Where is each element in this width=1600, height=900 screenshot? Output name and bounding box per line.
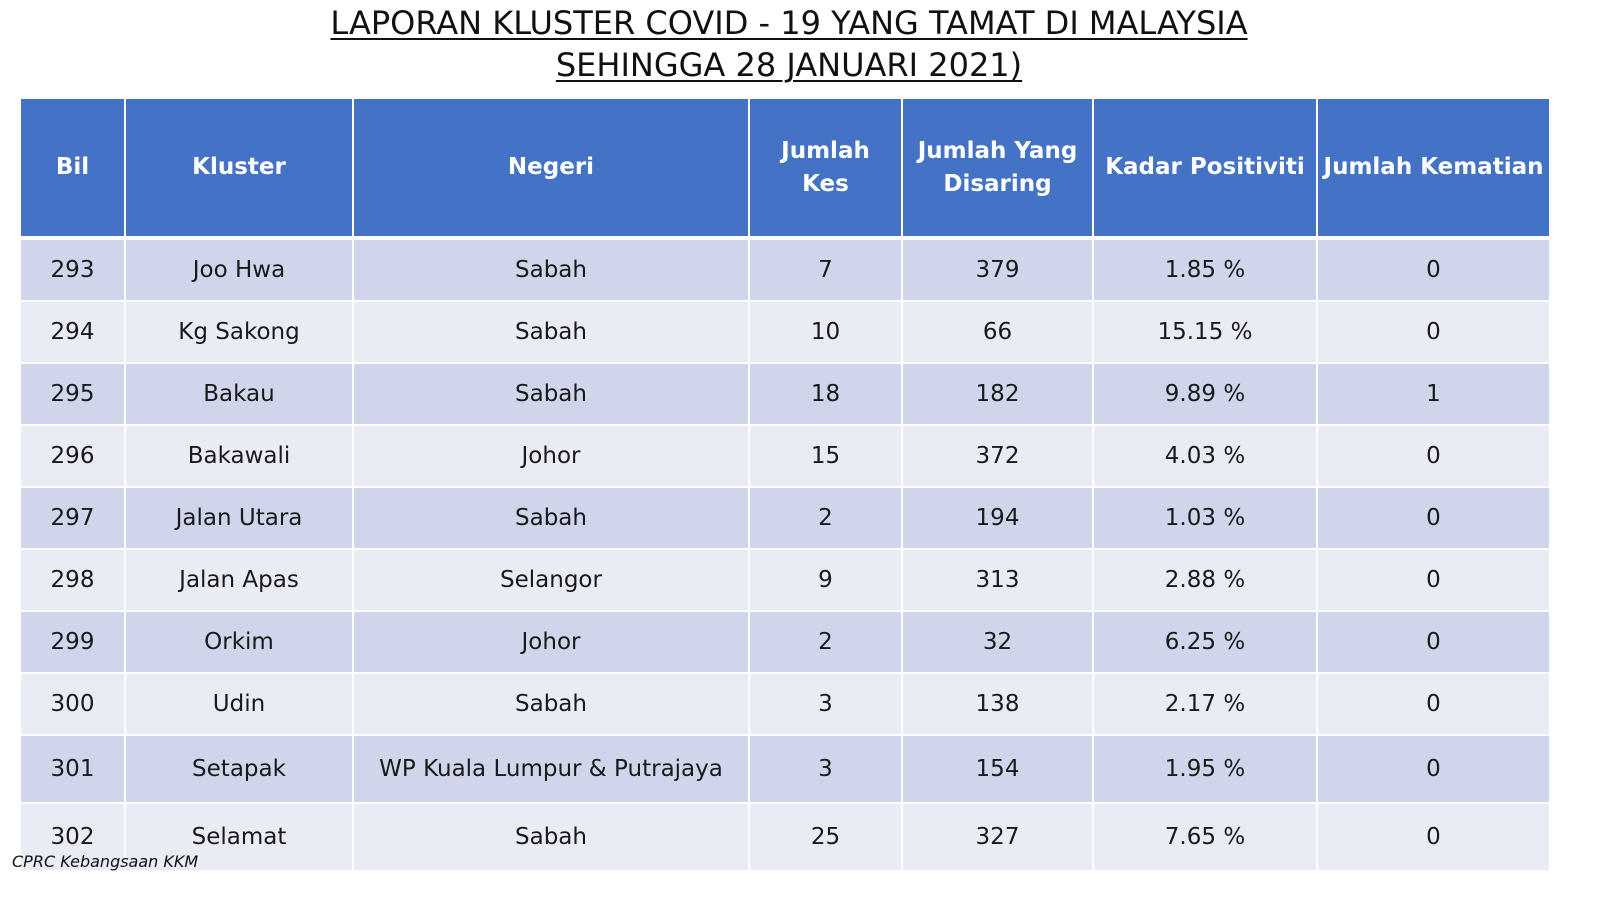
cell-kadar-positiviti: 1.03 % xyxy=(1094,488,1318,550)
cell-jumlah-kematian: 0 xyxy=(1318,612,1549,674)
table-body: 293 Joo Hwa Sabah 7 379 1.85 % 0 294 Kg … xyxy=(21,240,1549,872)
cell-kluster: Kg Sakong xyxy=(126,302,354,364)
cell-jumlah-disaring: 194 xyxy=(903,488,1094,550)
cell-bil: 297 xyxy=(21,488,126,550)
cell-bil: 302 xyxy=(21,804,126,872)
table-row: 301 Setapak WP Kuala Lumpur & Putrajaya … xyxy=(21,736,1549,804)
table-row: 296 Bakawali Johor 15 372 4.03 % 0 xyxy=(21,426,1549,488)
cell-jumlah-kes: 3 xyxy=(750,674,903,736)
cell-jumlah-kes: 18 xyxy=(750,364,903,426)
table-row: 298 Jalan Apas Selangor 9 313 2.88 % 0 xyxy=(21,550,1549,612)
cell-jumlah-kes: 2 xyxy=(750,488,903,550)
table-row: 294 Kg Sakong Sabah 10 66 15.15 % 0 xyxy=(21,302,1549,364)
cell-jumlah-disaring: 327 xyxy=(903,804,1094,872)
cell-jumlah-kematian: 0 xyxy=(1318,302,1549,364)
cell-kadar-positiviti: 7.65 % xyxy=(1094,804,1318,872)
cell-jumlah-kes: 9 xyxy=(750,550,903,612)
cell-kadar-positiviti: 2.88 % xyxy=(1094,550,1318,612)
cell-jumlah-disaring: 372 xyxy=(903,426,1094,488)
cell-bil: 299 xyxy=(21,612,126,674)
cell-kluster: Udin xyxy=(126,674,354,736)
cell-bil: 298 xyxy=(21,550,126,612)
cell-negeri: Sabah xyxy=(354,674,750,736)
cell-jumlah-kes: 25 xyxy=(750,804,903,872)
cell-negeri: Sabah xyxy=(354,302,750,364)
report-title-line2: SEHINGGA 28 JANUARI 2021) xyxy=(555,46,1023,84)
cell-jumlah-kematian: 0 xyxy=(1318,240,1549,302)
cell-kluster: Orkim xyxy=(126,612,354,674)
cell-jumlah-disaring: 66 xyxy=(903,302,1094,364)
report-title: LAPORAN KLUSTER COVID - 19 YANG TAMAT DI… xyxy=(0,2,1578,86)
cell-jumlah-kes: 3 xyxy=(750,736,903,804)
cell-jumlah-kes: 2 xyxy=(750,612,903,674)
cell-kluster: Setapak xyxy=(126,736,354,804)
table-row: 300 Udin Sabah 3 138 2.17 % 0 xyxy=(21,674,1549,736)
cell-jumlah-kematian: 0 xyxy=(1318,736,1549,804)
header-row: Bil Kluster Negeri Jumlah Kes Jumlah Yan… xyxy=(21,99,1549,240)
cell-jumlah-kematian: 0 xyxy=(1318,674,1549,736)
source-note: CPRC Kebangsaan KKM xyxy=(12,852,199,871)
cell-kadar-positiviti: 6.25 % xyxy=(1094,612,1318,674)
table-header: Bil Kluster Negeri Jumlah Kes Jumlah Yan… xyxy=(21,99,1549,240)
cell-bil: 294 xyxy=(21,302,126,364)
cluster-table: Bil Kluster Negeri Jumlah Kes Jumlah Yan… xyxy=(21,99,1549,872)
cell-kadar-positiviti: 15.15 % xyxy=(1094,302,1318,364)
cell-kluster: Selamat xyxy=(126,804,354,872)
cell-jumlah-disaring: 313 xyxy=(903,550,1094,612)
cell-negeri: Selangor xyxy=(354,550,750,612)
column-header-bil: Bil xyxy=(21,99,126,240)
cell-jumlah-kes: 15 xyxy=(750,426,903,488)
cell-kadar-positiviti: 2.17 % xyxy=(1094,674,1318,736)
cell-negeri: Johor xyxy=(354,426,750,488)
cell-negeri: WP Kuala Lumpur & Putrajaya xyxy=(354,736,750,804)
cell-kadar-positiviti: 1.85 % xyxy=(1094,240,1318,302)
table-row: 299 Orkim Johor 2 32 6.25 % 0 xyxy=(21,612,1549,674)
table-row: 302 Selamat Sabah 25 327 7.65 % 0 xyxy=(21,804,1549,872)
cell-kluster: Jalan Utara xyxy=(126,488,354,550)
cell-negeri: Sabah xyxy=(354,364,750,426)
cell-kadar-positiviti: 1.95 % xyxy=(1094,736,1318,804)
cell-bil: 300 xyxy=(21,674,126,736)
table-row: 297 Jalan Utara Sabah 2 194 1.03 % 0 xyxy=(21,488,1549,550)
cell-kluster: Bakawali xyxy=(126,426,354,488)
column-header-jumlah-disaring: Jumlah Yang Disaring xyxy=(903,99,1094,240)
cell-jumlah-disaring: 138 xyxy=(903,674,1094,736)
column-header-negeri: Negeri xyxy=(354,99,750,240)
cell-bil: 293 xyxy=(21,240,126,302)
cell-jumlah-kematian: 1 xyxy=(1318,364,1549,426)
cell-jumlah-kematian: 0 xyxy=(1318,426,1549,488)
cell-jumlah-kematian: 0 xyxy=(1318,804,1549,872)
cell-jumlah-kes: 10 xyxy=(750,302,903,364)
cell-kluster: Joo Hwa xyxy=(126,240,354,302)
cell-kadar-positiviti: 4.03 % xyxy=(1094,426,1318,488)
cell-kluster: Jalan Apas xyxy=(126,550,354,612)
cell-kluster: Bakau xyxy=(126,364,354,426)
cell-jumlah-kematian: 0 xyxy=(1318,550,1549,612)
report-title-line1: LAPORAN KLUSTER COVID - 19 YANG TAMAT DI… xyxy=(330,4,1248,42)
cell-bil: 295 xyxy=(21,364,126,426)
cell-bil: 296 xyxy=(21,426,126,488)
cell-bil: 301 xyxy=(21,736,126,804)
cell-kadar-positiviti: 9.89 % xyxy=(1094,364,1318,426)
column-header-jumlah-kes: Jumlah Kes xyxy=(750,99,903,240)
cell-jumlah-disaring: 379 xyxy=(903,240,1094,302)
cell-negeri: Johor xyxy=(354,612,750,674)
cell-jumlah-disaring: 182 xyxy=(903,364,1094,426)
cell-jumlah-disaring: 32 xyxy=(903,612,1094,674)
column-header-kluster: Kluster xyxy=(126,99,354,240)
cell-negeri: Sabah xyxy=(354,488,750,550)
cell-jumlah-kes: 7 xyxy=(750,240,903,302)
column-header-kadar-positiviti: Kadar Positiviti xyxy=(1094,99,1318,240)
cell-jumlah-kematian: 0 xyxy=(1318,488,1549,550)
cell-negeri: Sabah xyxy=(354,240,750,302)
column-header-jumlah-kematian: Jumlah Kematian xyxy=(1318,99,1549,240)
table-row: 293 Joo Hwa Sabah 7 379 1.85 % 0 xyxy=(21,240,1549,302)
table-row: 295 Bakau Sabah 18 182 9.89 % 1 xyxy=(21,364,1549,426)
cell-jumlah-disaring: 154 xyxy=(903,736,1094,804)
cell-negeri: Sabah xyxy=(354,804,750,872)
